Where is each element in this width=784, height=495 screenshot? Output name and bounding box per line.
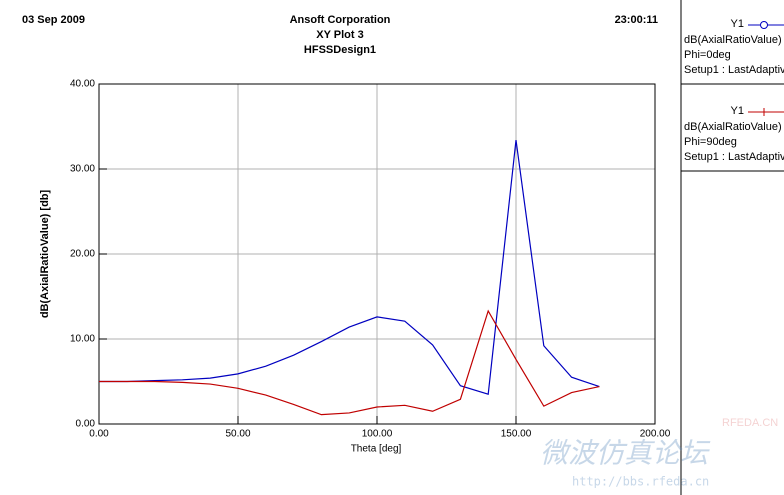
series-line: [99, 309, 600, 416]
company: Ansoft Corporation: [290, 14, 391, 26]
legend-setup: Setup1 : LastAdaptiv: [684, 64, 784, 76]
plot-frame: [98, 83, 656, 425]
y-tick-label: 30.00: [70, 164, 95, 175]
watermark-site: RFEDA.CN: [722, 417, 778, 429]
time: 23:00:11: [615, 14, 658, 26]
legend-condition: Phi=90deg: [684, 136, 737, 148]
y-tick-label: 40.00: [70, 79, 95, 90]
x-tick-label: 200.00: [640, 429, 671, 440]
date: 03 Sep 2009: [22, 14, 85, 26]
legend-marker: [760, 21, 768, 29]
x-tick-label: 150.00: [501, 429, 532, 440]
legend-expression: dB(AxialRatioValue): [684, 121, 782, 133]
legend-setup: Setup1 : LastAdaptiv: [684, 151, 784, 163]
watermark: RFEDA.CN 微波仿真论坛 http://bbs.rfeda.cn: [540, 417, 778, 489]
y-tick-label: 0.00: [76, 419, 96, 430]
watermark-forum: 微波仿真论坛: [540, 437, 711, 468]
y-tick-label: 20.00: [70, 249, 95, 260]
series-line: [99, 140, 600, 396]
x-axis-label: Theta [deg]: [351, 444, 402, 455]
design-name: HFSSDesign1: [304, 44, 376, 56]
x-tick-label: 0.00: [89, 429, 109, 440]
x-tick-label: 50.00: [225, 429, 250, 440]
legend-name: Y1: [731, 105, 744, 117]
legend-condition: Phi=0deg: [684, 49, 731, 61]
y-tick-label: 10.00: [70, 334, 95, 345]
legend-marker: [760, 108, 768, 116]
legend-expression: dB(AxialRatioValue): [684, 34, 782, 46]
chart-title: XY Plot 3: [316, 29, 363, 41]
y-axis-label: dB(AxialRatioValue) [db]: [39, 189, 51, 318]
x-tick-label: 100.00: [362, 429, 393, 440]
watermark-url: http://bbs.rfeda.cn: [572, 475, 709, 489]
legend-name: Y1: [731, 18, 744, 30]
